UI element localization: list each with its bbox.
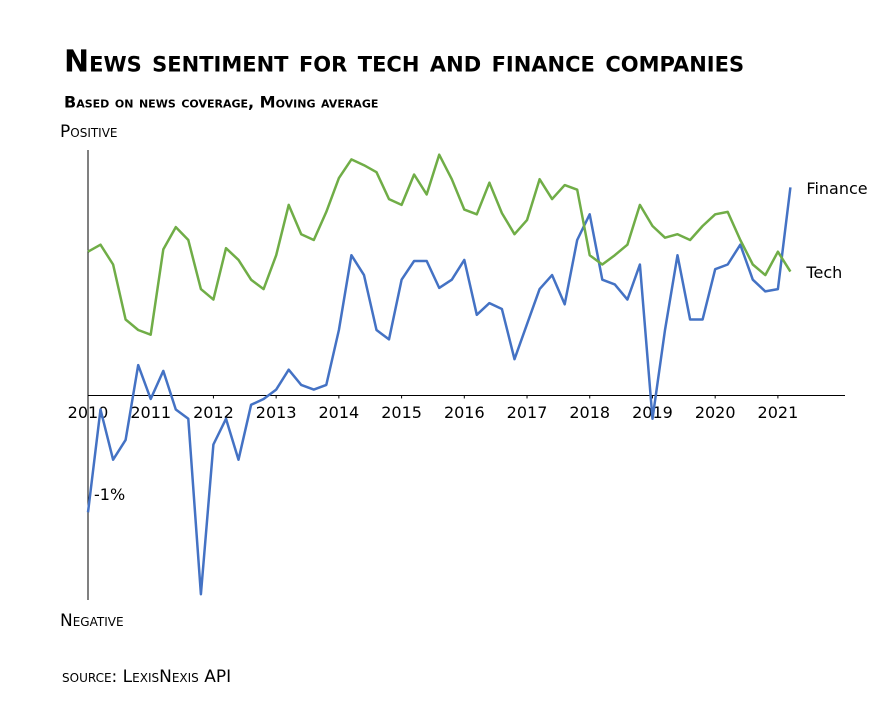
x-tick-label: 2018 xyxy=(569,403,610,422)
chart-title: News sentiment for tech and finance comp… xyxy=(64,45,744,80)
x-tick-label: 2012 xyxy=(193,403,234,422)
x-tick-label: 2017 xyxy=(507,403,548,422)
x-tick-label: 2013 xyxy=(256,403,297,422)
chart-subtitle: Based on news coverage, Moving average xyxy=(64,93,378,112)
x-tick-label: 2011 xyxy=(130,403,171,422)
line xyxy=(87,153,792,336)
series-label: Tech xyxy=(805,263,842,282)
x-tick-label: 2021 xyxy=(758,403,799,422)
source: source: LexisNexis API xyxy=(62,667,231,687)
series-label: Finance xyxy=(806,179,867,198)
x-tick-label: 2010 xyxy=(68,403,109,422)
x-tick-label: 2015 xyxy=(381,403,422,422)
x-tick-label: 2020 xyxy=(695,403,736,422)
x-tick-label: 2014 xyxy=(319,403,360,422)
annotation: -1% xyxy=(94,485,125,504)
line xyxy=(86,187,792,596)
y-bottom-label: Negative xyxy=(60,611,124,631)
x-tick-label: 2016 xyxy=(444,403,485,422)
y-top-label: Positive xyxy=(60,122,118,142)
